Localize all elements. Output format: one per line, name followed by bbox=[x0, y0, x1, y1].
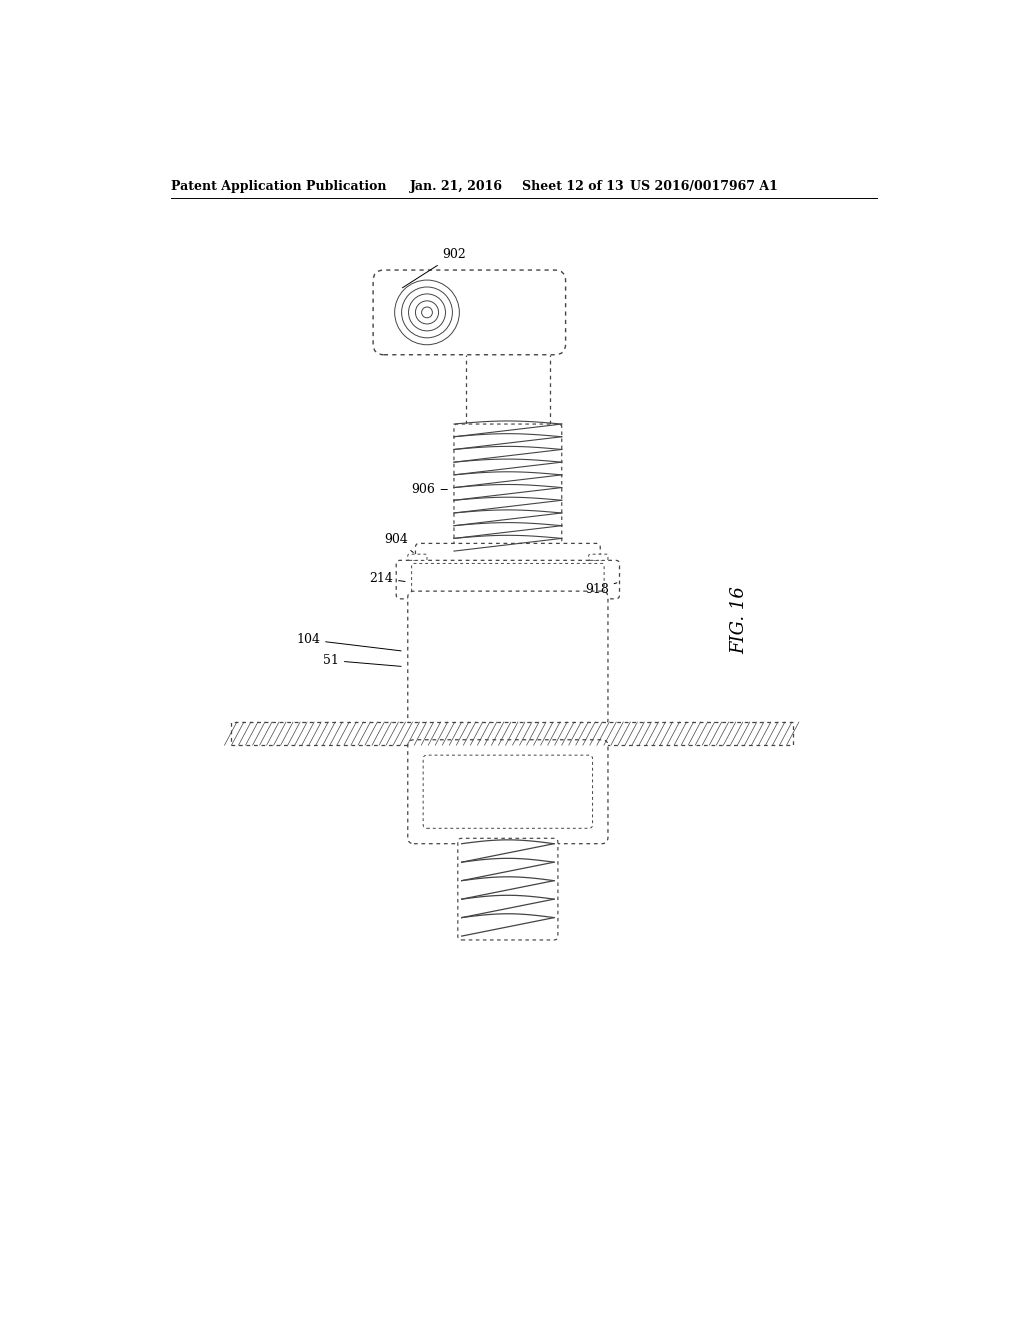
FancyBboxPatch shape bbox=[458, 838, 558, 940]
Text: 918: 918 bbox=[585, 583, 616, 597]
Text: FIG. 16: FIG. 16 bbox=[730, 586, 748, 655]
Text: 902: 902 bbox=[402, 248, 466, 288]
Text: Sheet 12 of 13: Sheet 12 of 13 bbox=[521, 181, 624, 194]
FancyBboxPatch shape bbox=[396, 561, 620, 599]
FancyBboxPatch shape bbox=[454, 424, 562, 552]
Text: 214: 214 bbox=[370, 572, 406, 585]
Text: US 2016/0017967 A1: US 2016/0017967 A1 bbox=[630, 181, 777, 194]
FancyBboxPatch shape bbox=[408, 591, 608, 726]
Text: 906: 906 bbox=[412, 483, 447, 496]
FancyBboxPatch shape bbox=[412, 564, 604, 595]
Text: 51: 51 bbox=[323, 653, 401, 667]
Text: Patent Application Publication: Patent Application Publication bbox=[171, 181, 386, 194]
Text: 904: 904 bbox=[385, 533, 414, 553]
FancyBboxPatch shape bbox=[408, 739, 608, 843]
FancyBboxPatch shape bbox=[589, 554, 608, 561]
FancyBboxPatch shape bbox=[416, 544, 600, 565]
FancyBboxPatch shape bbox=[408, 554, 427, 561]
Text: Jan. 21, 2016: Jan. 21, 2016 bbox=[410, 181, 503, 194]
Text: 104: 104 bbox=[296, 634, 401, 651]
FancyBboxPatch shape bbox=[423, 755, 593, 829]
FancyBboxPatch shape bbox=[373, 271, 565, 355]
Bar bbox=[230, 722, 793, 744]
